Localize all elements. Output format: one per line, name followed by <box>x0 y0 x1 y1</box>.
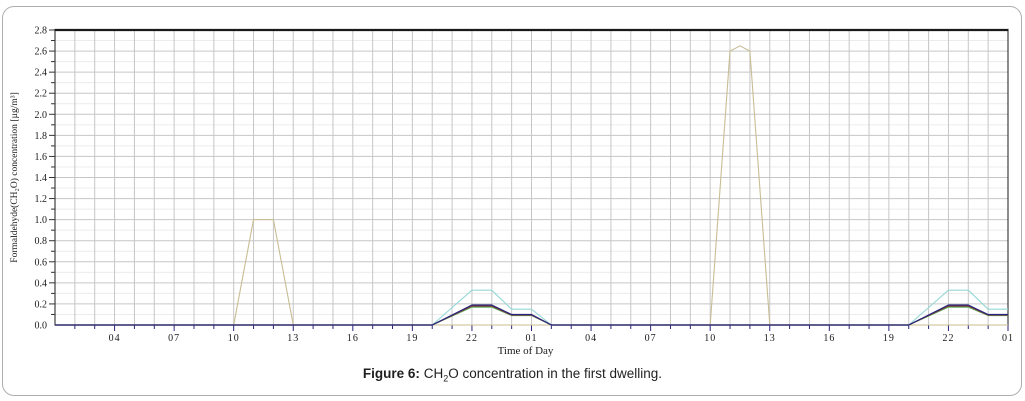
y-axis-title: Formaldehyde(CH₂O) concentration [µg/m³] <box>9 92 20 262</box>
y-tick-label: 2.2 <box>35 89 48 100</box>
y-tick-label: 0.6 <box>35 257 48 268</box>
x-tick-label: 07 <box>168 333 180 344</box>
axis-titles: Time of Day Formaldehyde(CH₂O) concentrat… <box>9 92 554 357</box>
y-tick-label: 1.8 <box>35 131 48 142</box>
x-tick-label: 04 <box>585 333 597 344</box>
x-tick-label: 10 <box>704 333 716 344</box>
y-axis: 0.0 0.2 0.4 0.6 0.8 1.0 1.2 1.4 1.6 1.8 2.0 2.2 2.4 2… <box>35 26 55 332</box>
x-tick-label: 16 <box>823 333 835 344</box>
figure-caption: Figure 6: CH2O concentration in the firs… <box>0 366 1025 384</box>
caption-figure-number: Figure 6: <box>362 366 420 381</box>
grid-vertical <box>74 30 989 325</box>
x-tick-label: 19 <box>883 333 895 344</box>
y-tick-label: 1.6 <box>35 152 48 163</box>
y-tick-label: 0.0 <box>35 321 48 332</box>
x-axis: 04 07 10 13 16 19 22 01 04 07 10 13 16 19 22 01 <box>74 325 1014 344</box>
x-tick-label: 16 <box>347 333 359 344</box>
y-tick-label: 2.8 <box>35 26 48 37</box>
x-tick-label: 01 <box>1002 333 1014 344</box>
x-tick-label: 22 <box>466 333 478 344</box>
caption-chem-prefix: CH <box>419 366 444 381</box>
y-tick-label: 1.2 <box>35 194 48 205</box>
chart-svg: 0.0 0.2 0.4 0.6 0.8 1.0 1.2 1.4 1.6 1.8 2.0 2.2 2.4 2… <box>9 26 1014 358</box>
y-tick-label: 0.8 <box>35 236 48 247</box>
y-tick-label: 0.4 <box>35 278 48 289</box>
x-axis-title: Time of Day <box>498 345 554 357</box>
caption-chem-subscript: 2 <box>443 373 449 384</box>
x-tick-label: 04 <box>109 333 121 344</box>
series-evening-cyan <box>55 289 1008 326</box>
series-lines <box>55 45 1008 326</box>
y-tick-label: 0.2 <box>35 299 48 310</box>
x-tick-label: 19 <box>406 333 418 344</box>
x-tick-label: 01 <box>526 333 538 344</box>
y-tick-label: 1.4 <box>35 173 48 184</box>
y-tick-label: 2.6 <box>35 47 48 58</box>
y-tick-label: 1.0 <box>35 215 48 226</box>
caption-text: O concentration in the first dwelling. <box>448 366 663 381</box>
series-evening-navy-baseline <box>55 304 1008 326</box>
x-tick-label: 22 <box>942 333 954 344</box>
x-tick-label: 07 <box>645 333 657 344</box>
x-tick-label: 13 <box>764 333 776 344</box>
x-tick-label: 13 <box>287 333 299 344</box>
y-tick-label: 2.0 <box>35 110 48 121</box>
y-tick-label: 2.4 <box>35 68 48 79</box>
x-tick-label: 10 <box>228 333 240 344</box>
